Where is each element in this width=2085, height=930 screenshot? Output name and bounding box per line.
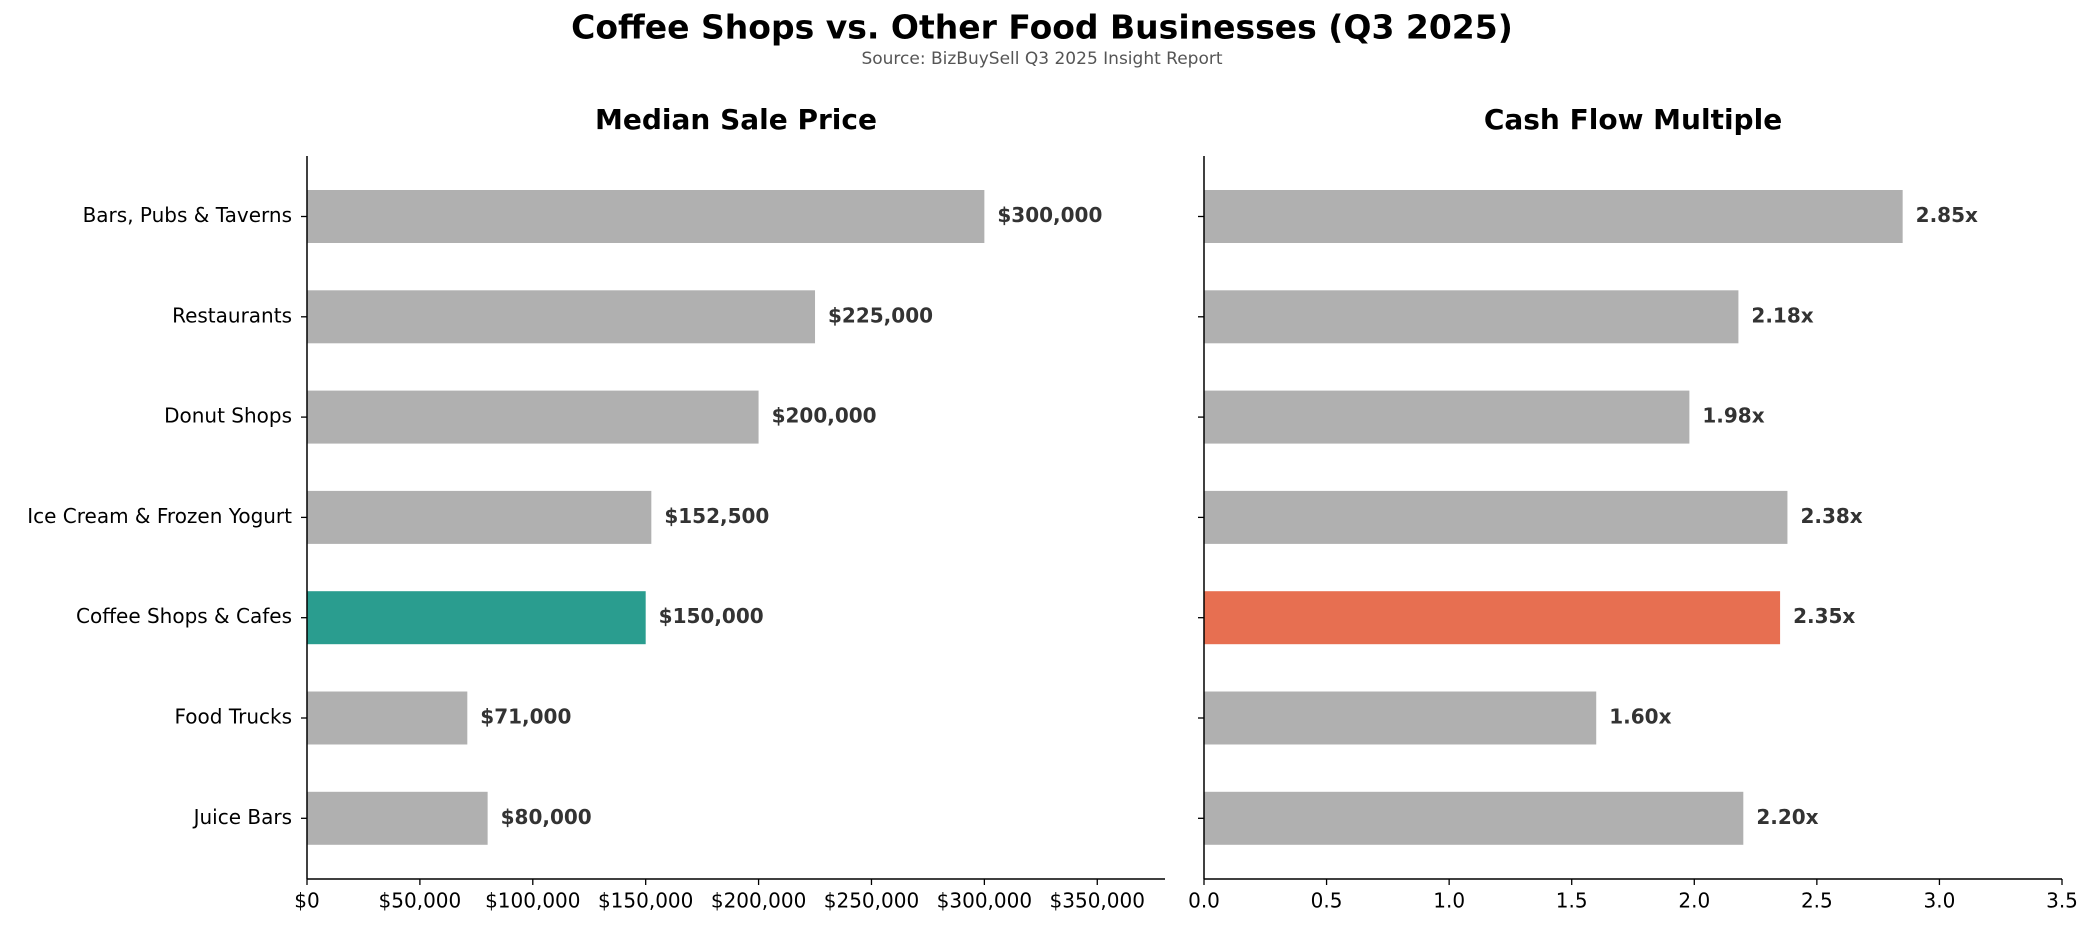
- x-tick-label: 2.5: [1801, 889, 1833, 913]
- value-label: 1.60x: [1609, 705, 1671, 729]
- x-tick-label: $100,000: [485, 889, 580, 913]
- y-tick-label: Donut Shops: [164, 404, 292, 428]
- x-tick-label: $250,000: [824, 889, 919, 913]
- bar: [1204, 490, 1788, 544]
- value-label: 1.98x: [1702, 404, 1764, 428]
- value-label: $150,000: [659, 604, 764, 628]
- x-tick-label: 1.5: [1556, 889, 1588, 913]
- bar: [307, 390, 759, 444]
- x-tick-label: 3.5: [2046, 889, 2078, 913]
- value-label: 2.85x: [1916, 203, 1978, 227]
- x-tick-label: $300,000: [937, 889, 1032, 913]
- value-label: 2.35x: [1793, 604, 1855, 628]
- x-tick-label: 0.5: [1311, 889, 1343, 913]
- y-tick-label: Bars, Pubs & Taverns: [83, 203, 292, 227]
- value-label: $200,000: [772, 404, 877, 428]
- bar: [307, 290, 816, 344]
- bar: [307, 490, 652, 544]
- value-label: $80,000: [501, 805, 592, 829]
- y-tick-label: Coffee Shops & Cafes: [76, 604, 292, 628]
- y-tick-label: Juice Bars: [192, 805, 292, 829]
- x-tick-label: $50,000: [379, 889, 462, 913]
- value-label: 2.20x: [1756, 805, 1818, 829]
- x-tick-label: 2.0: [1678, 889, 1710, 913]
- bar: [307, 691, 468, 745]
- bar: [307, 190, 985, 243]
- x-tick-label: $150,000: [598, 889, 693, 913]
- value-label: 2.18x: [1751, 303, 1813, 327]
- y-tick-label: Ice Cream & Frozen Yogurt: [27, 504, 292, 528]
- value-label: $152,500: [664, 504, 769, 528]
- bar: [307, 791, 488, 845]
- bar: [307, 591, 646, 645]
- x-tick-label: 1.0: [1433, 889, 1465, 913]
- y-tick-label: Restaurants: [172, 303, 292, 327]
- x-tick-label: 0.0: [1188, 889, 1220, 913]
- value-label: $300,000: [997, 203, 1102, 227]
- value-label: 2.38x: [1800, 504, 1862, 528]
- value-label: $225,000: [828, 303, 933, 327]
- x-tick-label: 3.0: [1924, 889, 1956, 913]
- x-tick-label: $200,000: [711, 889, 806, 913]
- chart-subtitle: Source: BizBuySell Q3 2025 Insight Repor…: [861, 49, 1222, 69]
- panel-title: Cash Flow Multiple: [1484, 103, 1782, 136]
- value-label: $71,000: [480, 705, 571, 729]
- x-tick-label: $0: [294, 889, 319, 913]
- y-tick-label: Food Trucks: [175, 705, 293, 729]
- bar: [1204, 591, 1781, 645]
- bar: [1204, 791, 1744, 845]
- chart-title: Coffee Shops vs. Other Food Businesses (…: [571, 8, 1513, 47]
- x-tick-label: $350,000: [1050, 889, 1145, 913]
- bar: [1204, 190, 1903, 243]
- bar: [1204, 290, 1739, 344]
- bar: [1204, 691, 1597, 745]
- bar: [1204, 390, 1690, 444]
- panel-title: Median Sale Price: [595, 103, 877, 136]
